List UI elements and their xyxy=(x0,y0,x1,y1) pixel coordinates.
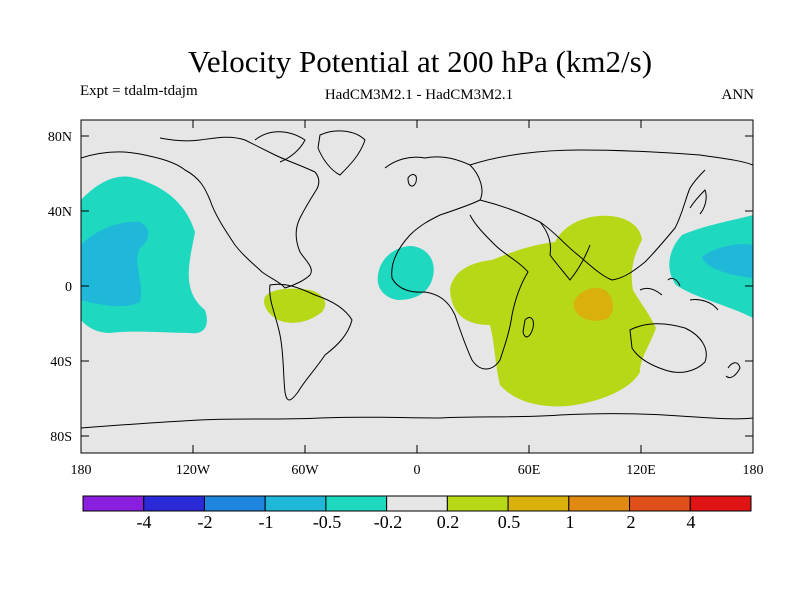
colorbar-label: -1 xyxy=(259,512,274,532)
colorbar-label: 0.5 xyxy=(498,512,521,532)
colorbar-label: -4 xyxy=(137,512,152,532)
region-west-pacific-core xyxy=(702,244,753,278)
colorbar-label: 2 xyxy=(627,512,636,532)
region-central-pacific-core xyxy=(81,221,149,307)
x-tick-label: 120W xyxy=(176,463,211,478)
colorbar-label: 1 xyxy=(566,512,575,532)
y-tick-label: 80S xyxy=(50,430,72,445)
colorbar-swatch xyxy=(689,495,752,512)
y-tick-label: 0 xyxy=(65,280,72,295)
experiment-label: Expt = tdalm-tdajm xyxy=(80,83,198,99)
x-tick-label: 0 xyxy=(414,463,421,478)
region-indian-ocean-core xyxy=(573,288,613,321)
region-indian-ocean-positive xyxy=(450,215,656,407)
x-tick-label: 120E xyxy=(626,463,656,478)
colorbar-swatch xyxy=(507,495,570,512)
colorbar-swatch xyxy=(386,495,448,512)
colorbar-label: 0.2 xyxy=(437,512,460,532)
y-tick-label: 40N xyxy=(48,205,72,220)
y-tick-label: 80N xyxy=(48,130,72,145)
colorbar-swatch xyxy=(143,495,205,512)
colorbar-label: -0.5 xyxy=(313,512,342,532)
colorbar xyxy=(82,495,752,512)
colorbar-swatch xyxy=(264,495,327,512)
x-tick-label: 60E xyxy=(518,463,541,478)
colorbar-swatch xyxy=(325,495,388,512)
y-tick-label: 40S xyxy=(50,355,72,370)
y-axis-ticks xyxy=(81,135,753,437)
colorbar-swatch xyxy=(629,495,691,512)
colorbar-swatch xyxy=(203,495,266,512)
x-tick-label: 180 xyxy=(71,463,92,478)
page-title: Velocity Potential at 200 hPa (km2/s) xyxy=(187,44,653,79)
colorbar-label: -2 xyxy=(198,512,213,532)
colorbar-label: 4 xyxy=(687,512,696,532)
x-tick-label: 180 xyxy=(743,463,764,478)
season-label: ANN xyxy=(721,87,755,103)
coastlines xyxy=(81,130,753,429)
colorbar-swatch xyxy=(568,495,631,512)
colorbar-label: -0.2 xyxy=(374,512,403,532)
colorbar-swatch xyxy=(82,495,145,512)
region-east-atlantic-negative xyxy=(377,246,434,300)
x-tick-label: 60W xyxy=(291,463,319,478)
colorbar-swatch xyxy=(446,495,509,512)
models-label: HadCM3M2.1 - HadCM3M2.1 xyxy=(324,87,514,103)
x-axis-ticks xyxy=(192,120,642,453)
region-south-america-positive xyxy=(264,288,326,323)
